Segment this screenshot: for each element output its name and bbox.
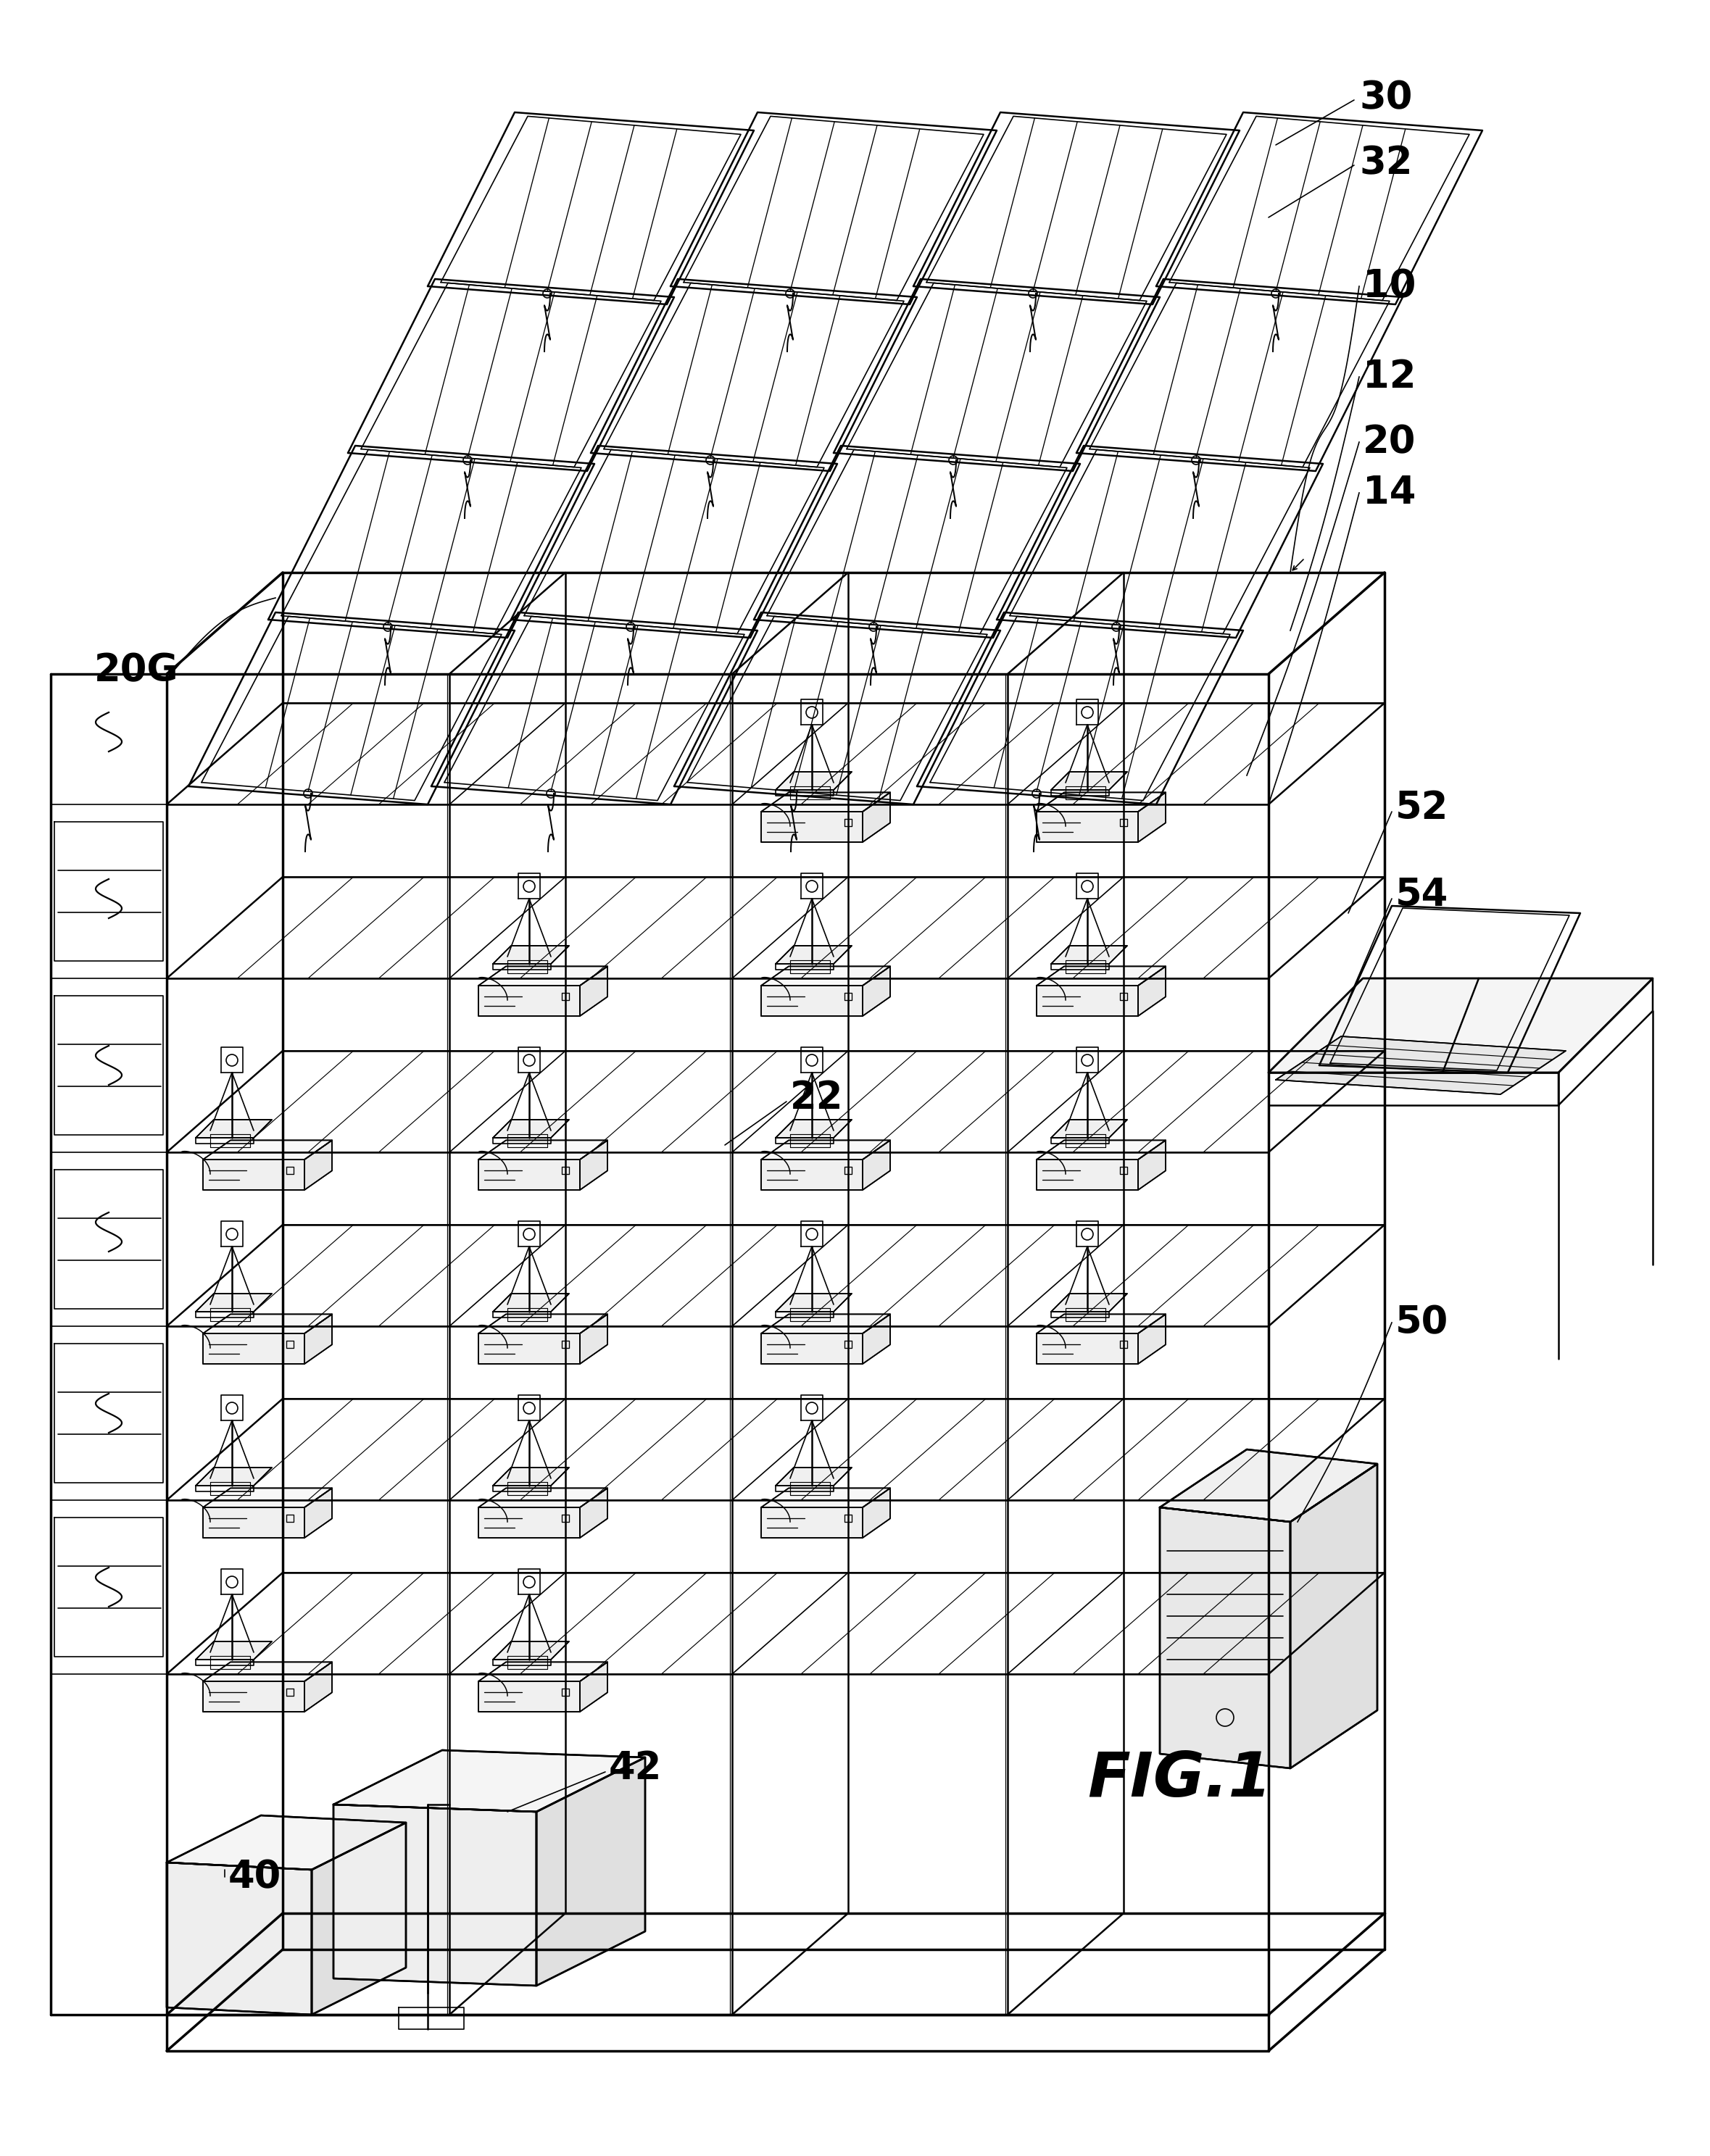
Polygon shape: [1052, 946, 1127, 964]
Polygon shape: [1036, 1141, 1166, 1160]
Polygon shape: [304, 1662, 332, 1712]
Polygon shape: [195, 1294, 272, 1311]
Polygon shape: [1036, 1315, 1166, 1332]
Text: FIG.1: FIG.1: [1088, 1749, 1272, 1809]
Polygon shape: [479, 1682, 580, 1712]
Polygon shape: [203, 1332, 304, 1365]
Polygon shape: [479, 985, 580, 1015]
Polygon shape: [203, 1682, 304, 1712]
Polygon shape: [311, 1822, 405, 2014]
Polygon shape: [1276, 1037, 1566, 1095]
Polygon shape: [304, 1141, 332, 1190]
Text: 22: 22: [790, 1080, 843, 1117]
Polygon shape: [304, 1315, 332, 1365]
Polygon shape: [203, 1315, 332, 1332]
Polygon shape: [1052, 1119, 1127, 1138]
Polygon shape: [166, 1815, 405, 1869]
Text: 30: 30: [1359, 80, 1412, 116]
Polygon shape: [479, 1507, 580, 1537]
Polygon shape: [203, 1141, 332, 1160]
Polygon shape: [862, 793, 891, 843]
Polygon shape: [195, 1468, 272, 1485]
Polygon shape: [492, 1641, 569, 1660]
Polygon shape: [1036, 1332, 1139, 1365]
Polygon shape: [580, 966, 607, 1015]
Polygon shape: [1052, 1294, 1127, 1311]
Polygon shape: [862, 966, 891, 1015]
Polygon shape: [492, 1119, 569, 1138]
Text: 14: 14: [1363, 474, 1416, 511]
Polygon shape: [1139, 966, 1166, 1015]
Polygon shape: [203, 1160, 304, 1190]
Polygon shape: [1159, 1507, 1291, 1768]
Text: 20: 20: [1363, 423, 1416, 461]
Polygon shape: [537, 1757, 645, 1986]
Polygon shape: [333, 1805, 537, 1986]
Polygon shape: [166, 1863, 311, 2014]
Polygon shape: [580, 1662, 607, 1712]
Text: 42: 42: [609, 1749, 662, 1787]
Polygon shape: [1291, 1464, 1377, 1768]
Polygon shape: [479, 1332, 580, 1365]
Text: 50: 50: [1395, 1304, 1448, 1341]
Polygon shape: [761, 1141, 891, 1160]
Polygon shape: [761, 966, 891, 985]
Text: 12: 12: [1363, 358, 1416, 397]
Polygon shape: [580, 1315, 607, 1365]
Text: 52: 52: [1395, 789, 1448, 828]
Polygon shape: [580, 1488, 607, 1537]
Text: 10: 10: [1363, 267, 1416, 306]
Polygon shape: [203, 1507, 304, 1537]
Polygon shape: [1052, 772, 1127, 789]
Polygon shape: [333, 1751, 645, 1811]
Polygon shape: [195, 1641, 272, 1660]
Polygon shape: [761, 793, 891, 811]
Polygon shape: [1036, 793, 1166, 811]
Polygon shape: [1036, 985, 1139, 1015]
Text: 20G: 20G: [94, 651, 180, 690]
Polygon shape: [479, 1160, 580, 1190]
Polygon shape: [479, 1488, 607, 1507]
Polygon shape: [479, 1662, 607, 1682]
Polygon shape: [203, 1662, 332, 1682]
Polygon shape: [479, 966, 607, 985]
Polygon shape: [203, 1488, 332, 1507]
Text: 40: 40: [229, 1858, 282, 1895]
Polygon shape: [862, 1141, 891, 1190]
Polygon shape: [304, 1488, 332, 1537]
Polygon shape: [1036, 966, 1166, 985]
Polygon shape: [761, 985, 862, 1015]
Polygon shape: [776, 1294, 852, 1311]
Polygon shape: [761, 1332, 862, 1365]
Polygon shape: [1159, 1449, 1377, 1522]
Polygon shape: [479, 1141, 607, 1160]
Polygon shape: [761, 1488, 891, 1507]
Polygon shape: [1269, 979, 1654, 1072]
Polygon shape: [862, 1315, 891, 1365]
Polygon shape: [761, 1160, 862, 1190]
Text: 54: 54: [1395, 875, 1448, 914]
Polygon shape: [1139, 793, 1166, 843]
Polygon shape: [776, 1468, 852, 1485]
Polygon shape: [761, 1315, 891, 1332]
Polygon shape: [776, 946, 852, 964]
Polygon shape: [580, 1141, 607, 1190]
Polygon shape: [1139, 1141, 1166, 1190]
Polygon shape: [761, 1507, 862, 1537]
Polygon shape: [492, 1294, 569, 1311]
Polygon shape: [1139, 1315, 1166, 1365]
Polygon shape: [862, 1488, 891, 1537]
Polygon shape: [492, 946, 569, 964]
Polygon shape: [761, 811, 862, 843]
Polygon shape: [195, 1119, 272, 1138]
Polygon shape: [492, 1468, 569, 1485]
Polygon shape: [479, 1315, 607, 1332]
Polygon shape: [776, 1119, 852, 1138]
Polygon shape: [1036, 811, 1139, 843]
Text: 32: 32: [1359, 144, 1412, 181]
Polygon shape: [776, 772, 852, 789]
Polygon shape: [1036, 1160, 1139, 1190]
